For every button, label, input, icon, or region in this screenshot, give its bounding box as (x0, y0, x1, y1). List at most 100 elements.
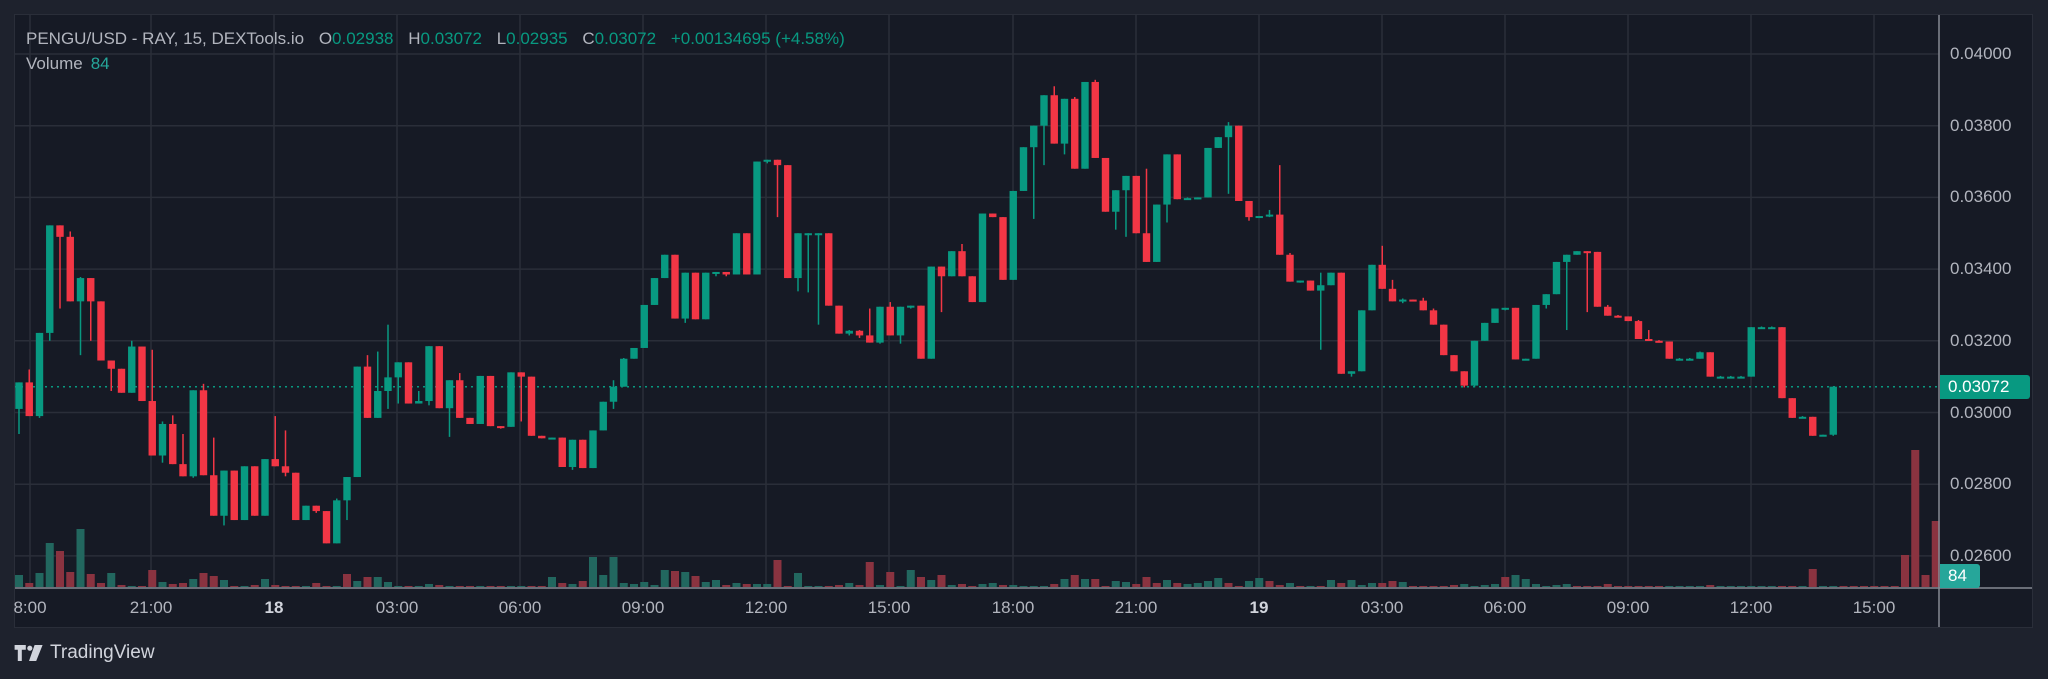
time-tick-label: 12:00 (744, 598, 788, 617)
candle-down (1276, 214, 1284, 255)
candle-down (230, 470, 238, 521)
candle-down (1511, 307, 1520, 360)
volume-legend: Volume 84 (26, 54, 110, 74)
volume-bar (589, 557, 597, 587)
candle-up (445, 380, 454, 409)
candle-down (107, 360, 115, 369)
candle-up (1030, 125, 1038, 148)
candle-up (1194, 197, 1202, 200)
time-tick-label: 21:00 (1114, 598, 1158, 617)
candle-up (1552, 261, 1561, 295)
time-tick-label: 09:00 (621, 598, 665, 617)
volume-bar (1542, 586, 1551, 587)
volume-bar (1911, 450, 1920, 587)
candle-up (220, 470, 228, 516)
candle-down (1132, 175, 1140, 234)
volume-bar (1111, 581, 1120, 587)
candle-down (1419, 300, 1427, 311)
last-price-badge: 0.03072 (1940, 375, 2030, 399)
volume-bar (794, 573, 802, 587)
high-value: 0.03072 (420, 29, 482, 48)
candle-up (650, 278, 659, 305)
price-tick-label: 0.02600 (1950, 545, 2012, 565)
volume-bar (558, 583, 567, 587)
candle-up (158, 423, 167, 456)
volume-bar (1245, 581, 1253, 587)
candle-down (773, 159, 782, 166)
candle-down (1050, 95, 1058, 144)
volume-bar (425, 584, 433, 587)
candle-up (1829, 386, 1837, 435)
volume-bar (486, 586, 495, 587)
candle-up (702, 272, 710, 320)
volume-label[interactable]: Volume (26, 54, 83, 73)
candle-down (989, 213, 997, 218)
volume-bar (1224, 583, 1233, 587)
candle-up (1768, 327, 1776, 330)
candle-up (261, 459, 269, 516)
volume-bar (1286, 583, 1294, 587)
candle-up (599, 401, 607, 431)
volume-bar (507, 586, 515, 587)
candle-down (404, 362, 413, 404)
tradingview-logo[interactable]: TradingView (14, 642, 155, 664)
time-tick-label: 09:00 (1606, 598, 1650, 617)
candle-down (1337, 272, 1345, 374)
volume-bar (25, 583, 34, 587)
volume-bar (291, 586, 300, 587)
price-tick-label: 0.03800 (1950, 115, 2012, 135)
volume-bar (988, 583, 997, 587)
volume-bar (1634, 586, 1643, 587)
symbol-title[interactable]: PENGU/USD - RAY, 15, DEXTools.io (26, 29, 305, 48)
candle-down (968, 276, 976, 303)
candle-down (1142, 233, 1151, 262)
volume-bar (1931, 521, 1940, 587)
candle-up (302, 505, 310, 521)
candle-up (927, 266, 935, 359)
candle-down (435, 346, 443, 409)
candle-down (1235, 125, 1243, 201)
candle-down (210, 475, 218, 516)
chart-frame (14, 14, 2033, 628)
volume-bar (1122, 582, 1130, 587)
volume-bar (1552, 585, 1561, 587)
candle-up (1317, 285, 1325, 291)
volume-bar (1357, 585, 1366, 587)
volume-bar (1491, 584, 1499, 587)
candle-up (661, 254, 669, 279)
volume-bar (220, 580, 228, 587)
volume-bar (609, 557, 618, 587)
candle-up (1675, 358, 1684, 361)
candle-up (845, 330, 853, 334)
candle-up (46, 225, 54, 333)
candle-up (1358, 310, 1366, 372)
candle-up (333, 500, 341, 544)
volume-bar (1429, 586, 1438, 587)
volume-bar (1132, 584, 1141, 587)
change-value: +0.00134695 (+4.58%) (670, 29, 845, 48)
volume-bar (1368, 583, 1376, 587)
volume-bar (671, 571, 679, 587)
volume-value: 84 (90, 54, 110, 73)
volume-bar (1614, 586, 1622, 587)
volume-bar (384, 582, 392, 587)
candle-up (1040, 95, 1048, 126)
candle-down (1429, 310, 1438, 325)
time-tick-label: 19 (1249, 598, 1269, 617)
candle-up (620, 358, 628, 387)
candle-down (251, 466, 259, 516)
candle-down (87, 278, 95, 302)
candle-down (1388, 288, 1397, 302)
volume-bar (1101, 586, 1110, 587)
candle-down (558, 437, 566, 467)
candle-up (1122, 175, 1130, 191)
candle-up (896, 306, 905, 336)
candle-down (1583, 251, 1591, 254)
candle-up (978, 213, 987, 303)
candle-up (1255, 216, 1263, 219)
volume-bar (1327, 580, 1335, 587)
candle-down (1593, 251, 1602, 307)
volume-bar (1901, 555, 1909, 587)
candle-up (353, 366, 361, 478)
